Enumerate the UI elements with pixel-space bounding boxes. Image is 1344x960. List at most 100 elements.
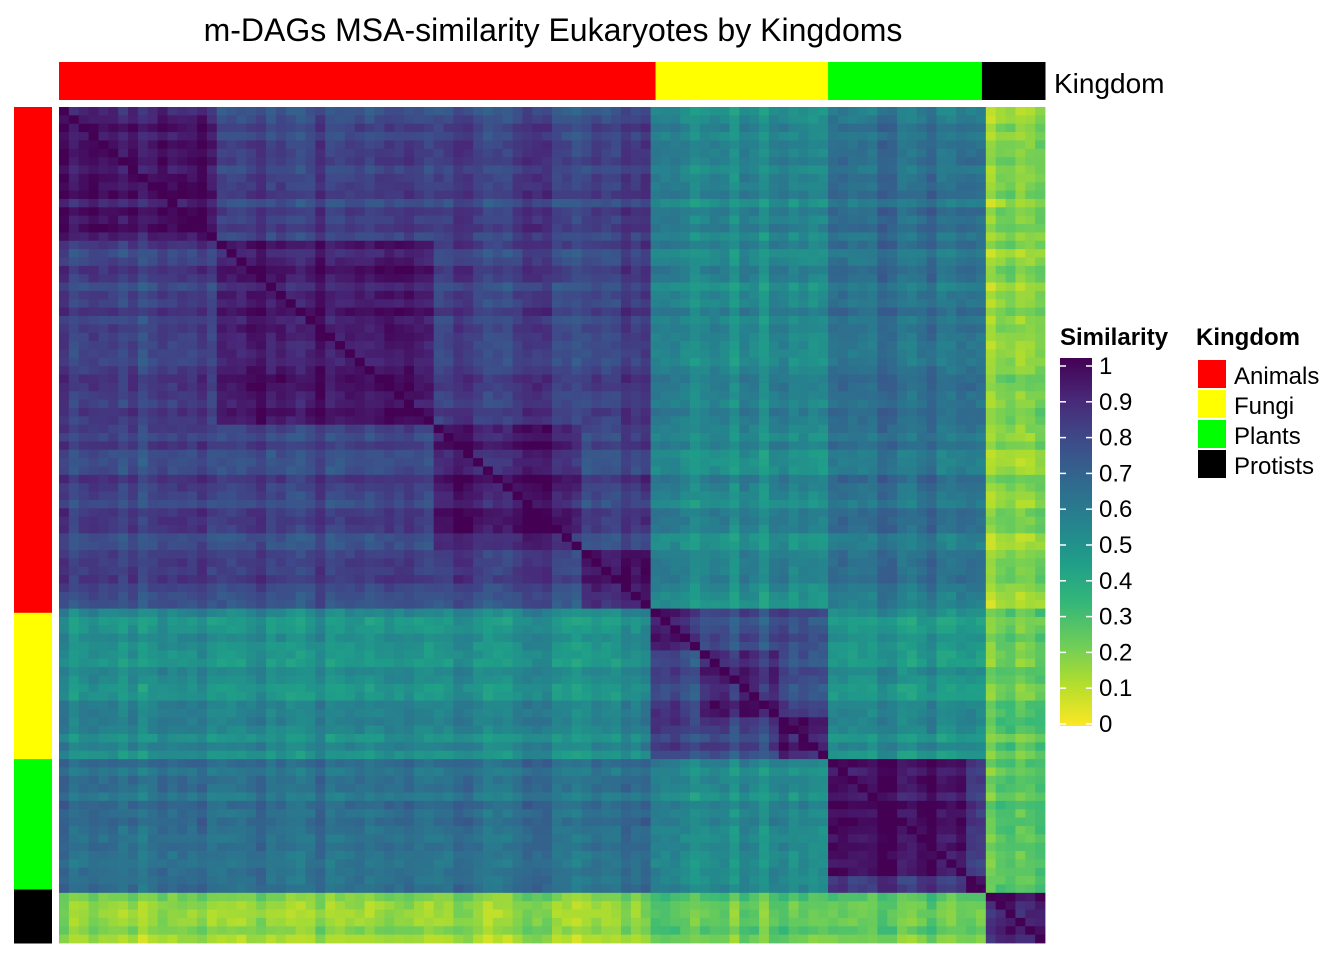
heatmap-cell bbox=[630, 366, 642, 375]
heatmap-cell bbox=[788, 374, 799, 384]
heatmap-cell bbox=[640, 407, 651, 417]
heatmap-cell bbox=[108, 391, 119, 400]
heatmap-cell bbox=[522, 357, 533, 367]
heatmap-cell bbox=[601, 224, 612, 233]
heatmap-cell bbox=[295, 173, 306, 183]
heatmap-cell bbox=[325, 257, 336, 267]
heatmap-cell bbox=[532, 282, 543, 292]
heatmap-cell bbox=[1025, 441, 1036, 451]
heatmap-cell bbox=[118, 382, 129, 392]
heatmap-cell bbox=[502, 198, 513, 208]
heatmap-cell bbox=[108, 483, 119, 492]
heatmap-cell bbox=[670, 224, 681, 233]
heatmap-cell bbox=[1025, 433, 1036, 442]
heatmap-cell bbox=[384, 357, 395, 367]
heatmap-cell bbox=[413, 424, 425, 434]
heatmap-cell bbox=[788, 249, 799, 258]
heatmap-cell bbox=[946, 198, 957, 208]
heatmap-cell bbox=[1015, 157, 1026, 166]
heatmap-cell bbox=[364, 491, 375, 501]
heatmap-cell bbox=[275, 107, 287, 116]
heatmap-cell bbox=[768, 307, 780, 317]
heatmap-cell bbox=[926, 441, 937, 451]
heatmap-cell bbox=[335, 332, 346, 342]
heatmap-cell bbox=[433, 207, 444, 217]
heatmap-cell bbox=[995, 115, 1006, 125]
heatmap-cell bbox=[768, 466, 780, 476]
heatmap-cell bbox=[680, 207, 691, 217]
heatmap-cell bbox=[739, 249, 750, 258]
heatmap-cell bbox=[295, 274, 306, 283]
heatmap-cell bbox=[897, 499, 908, 509]
heatmap-cell bbox=[463, 433, 474, 442]
heatmap-cell bbox=[985, 474, 997, 484]
heatmap-cell bbox=[897, 316, 908, 325]
heatmap-cell bbox=[206, 123, 218, 133]
heatmap-cell bbox=[1035, 399, 1046, 409]
heatmap-cell bbox=[867, 349, 878, 359]
heatmap-cell bbox=[354, 198, 366, 208]
heatmap-cell bbox=[78, 173, 89, 183]
heatmap-cell bbox=[897, 366, 908, 375]
heatmap-cell bbox=[502, 240, 513, 250]
heatmap-cell bbox=[275, 491, 287, 501]
heatmap-cell bbox=[59, 433, 70, 442]
heatmap-cell bbox=[137, 240, 149, 250]
heatmap-cell bbox=[335, 407, 346, 417]
heatmap-cell bbox=[413, 215, 425, 225]
heatmap-cell bbox=[177, 173, 188, 183]
heatmap-cell bbox=[157, 382, 168, 392]
heatmap-cell bbox=[137, 341, 149, 350]
heatmap-cell bbox=[118, 157, 129, 166]
heatmap-cell bbox=[256, 132, 267, 141]
heatmap-cell bbox=[216, 148, 228, 158]
heatmap-cell bbox=[1035, 224, 1046, 233]
heatmap-cell bbox=[275, 433, 287, 442]
heatmap-cell bbox=[197, 407, 208, 417]
heatmap-cell bbox=[344, 249, 356, 258]
heatmap-cell bbox=[177, 458, 188, 467]
heatmap-cell bbox=[522, 224, 533, 233]
heatmap-cell bbox=[443, 249, 454, 258]
heatmap-cell bbox=[680, 173, 691, 183]
heatmap-cell bbox=[729, 449, 740, 459]
heatmap-cell bbox=[571, 516, 582, 526]
heatmap-cell bbox=[956, 140, 967, 150]
heatmap-cell bbox=[433, 257, 444, 267]
heatmap-cell bbox=[621, 140, 632, 150]
heatmap-cell bbox=[502, 349, 513, 359]
heatmap-cell bbox=[709, 282, 721, 292]
heatmap-cell bbox=[1005, 123, 1016, 133]
heatmap-cell bbox=[266, 232, 277, 242]
heatmap-cell bbox=[985, 508, 997, 518]
heatmap-cell bbox=[561, 249, 573, 258]
heatmap-cell bbox=[828, 466, 839, 476]
heatmap-cell bbox=[552, 516, 563, 526]
heatmap-cell bbox=[522, 491, 533, 501]
heatmap-cell bbox=[137, 274, 149, 283]
heatmap-cell bbox=[423, 357, 435, 367]
heatmap-cell bbox=[729, 132, 740, 141]
heatmap-cell bbox=[739, 132, 750, 141]
heatmap-cell bbox=[581, 516, 592, 526]
heatmap-cell bbox=[966, 374, 977, 384]
heatmap-cell bbox=[857, 132, 868, 141]
heatmap-cell bbox=[315, 140, 326, 150]
heatmap-cell bbox=[285, 474, 297, 484]
heatmap-cell bbox=[128, 107, 139, 116]
heatmap-cell bbox=[404, 115, 415, 125]
heatmap-cell bbox=[670, 182, 681, 191]
heatmap-cell bbox=[256, 324, 267, 334]
heatmap-cell bbox=[502, 449, 513, 459]
heatmap-cell bbox=[394, 433, 405, 442]
heatmap-cell bbox=[128, 324, 139, 334]
heatmap-cell bbox=[601, 282, 612, 292]
heatmap-cell bbox=[98, 282, 109, 292]
heatmap-cell bbox=[788, 416, 799, 426]
heatmap-cell bbox=[246, 157, 257, 166]
heatmap-cell bbox=[709, 198, 721, 208]
heatmap-cell bbox=[591, 474, 602, 484]
heatmap-cell bbox=[788, 349, 799, 359]
heatmap-cell bbox=[335, 466, 346, 476]
heatmap-cell bbox=[275, 516, 287, 526]
